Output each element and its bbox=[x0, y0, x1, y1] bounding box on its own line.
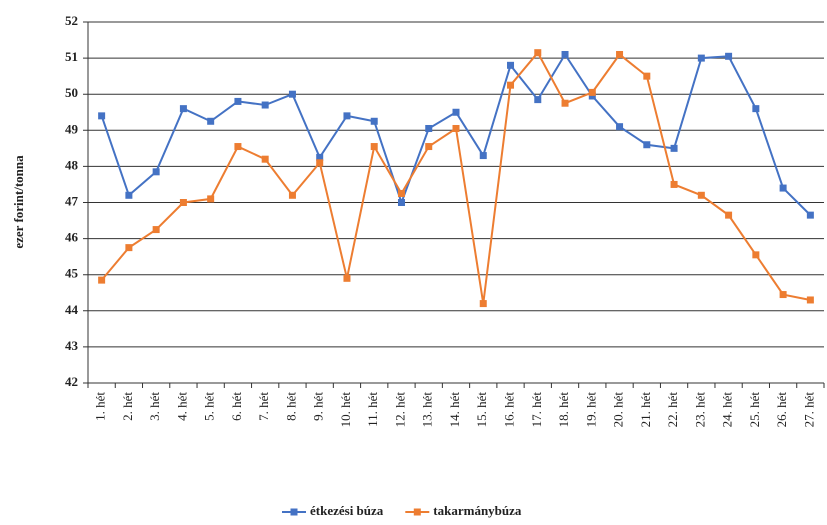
x-tick-label: 2. hét bbox=[120, 392, 135, 421]
marker bbox=[397, 199, 405, 206]
y-tick-label: 52 bbox=[65, 13, 78, 28]
marker bbox=[725, 211, 733, 219]
marker bbox=[452, 124, 460, 132]
marker bbox=[152, 168, 160, 176]
x-tick-label: 15. hét bbox=[474, 392, 489, 428]
x-tick-label: 20. hét bbox=[611, 392, 626, 428]
x-tick-label: 14. hét bbox=[447, 392, 462, 428]
marker bbox=[125, 244, 133, 252]
y-tick-label: 45 bbox=[65, 266, 79, 281]
y-tick-label: 43 bbox=[65, 338, 79, 353]
x-tick-label: 11. hét bbox=[365, 392, 380, 427]
marker bbox=[670, 144, 678, 152]
marker bbox=[616, 50, 624, 58]
marker bbox=[670, 180, 678, 188]
marker bbox=[397, 189, 405, 197]
x-tick-label: 23. hét bbox=[692, 392, 707, 428]
x-tick-label: 13. hét bbox=[420, 392, 435, 428]
x-tick-label: 9. hét bbox=[311, 392, 326, 421]
x-tick-label: 24. hét bbox=[720, 392, 735, 428]
marker bbox=[534, 96, 542, 104]
marker bbox=[561, 99, 569, 107]
x-tick-label: 4. hét bbox=[174, 392, 189, 421]
marker bbox=[752, 251, 760, 259]
marker bbox=[779, 291, 787, 299]
x-tick-label: 25. hét bbox=[747, 392, 762, 428]
marker bbox=[507, 81, 515, 89]
marker bbox=[452, 108, 460, 116]
marker bbox=[425, 124, 433, 132]
marker bbox=[806, 296, 814, 304]
marker bbox=[643, 72, 651, 80]
x-tick-label: 5. hét bbox=[202, 392, 217, 421]
y-tick-label: 50 bbox=[65, 85, 78, 100]
marker bbox=[98, 276, 106, 284]
y-tick-label: 47 bbox=[65, 193, 79, 208]
marker bbox=[261, 101, 269, 109]
marker bbox=[752, 105, 760, 113]
marker bbox=[370, 117, 378, 125]
marker bbox=[316, 159, 324, 167]
y-tick-label: 46 bbox=[65, 230, 79, 245]
marker bbox=[288, 90, 296, 98]
legend-label: étkezési búza bbox=[310, 503, 384, 518]
marker bbox=[425, 143, 433, 151]
x-tick-label: 16. hét bbox=[502, 392, 517, 428]
marker bbox=[207, 117, 215, 125]
x-tick-label: 12. hét bbox=[392, 392, 407, 428]
x-tick-label: 10. hét bbox=[338, 392, 353, 428]
marker bbox=[479, 300, 487, 308]
x-tick-label: 6. hét bbox=[229, 392, 244, 421]
marker bbox=[697, 54, 705, 62]
marker bbox=[479, 152, 487, 160]
marker bbox=[179, 105, 187, 113]
x-tick-label: 21. hét bbox=[638, 392, 653, 428]
marker bbox=[98, 112, 106, 120]
legend-marker bbox=[413, 508, 421, 516]
y-tick-label: 48 bbox=[65, 157, 79, 172]
marker bbox=[343, 112, 351, 120]
marker bbox=[725, 52, 733, 60]
marker bbox=[588, 92, 596, 100]
marker bbox=[806, 211, 814, 219]
marker bbox=[207, 195, 215, 203]
marker bbox=[288, 191, 296, 199]
marker bbox=[179, 199, 187, 206]
x-tick-label: 1. hét bbox=[93, 392, 108, 421]
marker bbox=[561, 50, 569, 58]
y-tick-label: 42 bbox=[65, 374, 78, 389]
x-tick-label: 7. hét bbox=[256, 392, 271, 421]
marker bbox=[643, 141, 651, 149]
x-tick-label: 18. hét bbox=[556, 392, 571, 428]
x-tick-label: 8. hét bbox=[283, 392, 298, 421]
marker bbox=[152, 226, 160, 234]
x-tick-label: 3. hét bbox=[147, 392, 162, 421]
x-tick-label: 19. hét bbox=[583, 392, 598, 428]
y-tick-label: 49 bbox=[65, 121, 79, 136]
y-tick-label: 51 bbox=[65, 49, 78, 64]
legend-label: takarmánybúza bbox=[433, 503, 522, 518]
x-tick-label: 27. hét bbox=[801, 392, 816, 428]
marker bbox=[588, 88, 596, 96]
marker bbox=[234, 143, 242, 151]
legend-marker bbox=[290, 508, 298, 516]
marker bbox=[779, 184, 787, 192]
y-axis-label: ezer forint/tonna bbox=[11, 155, 26, 249]
marker bbox=[261, 155, 269, 163]
series-line bbox=[100, 50, 811, 304]
marker bbox=[316, 153, 324, 161]
x-tick-label: 26. hét bbox=[774, 392, 789, 428]
marker bbox=[234, 97, 242, 105]
marker bbox=[507, 61, 515, 69]
marker bbox=[370, 143, 378, 151]
x-tick-label: 17. hét bbox=[529, 392, 544, 428]
marker bbox=[616, 123, 624, 131]
marker bbox=[697, 191, 705, 199]
marker bbox=[534, 49, 542, 57]
marker bbox=[343, 274, 351, 282]
x-tick-label: 22. hét bbox=[665, 392, 680, 428]
marker bbox=[125, 191, 133, 199]
y-tick-label: 44 bbox=[65, 302, 79, 317]
